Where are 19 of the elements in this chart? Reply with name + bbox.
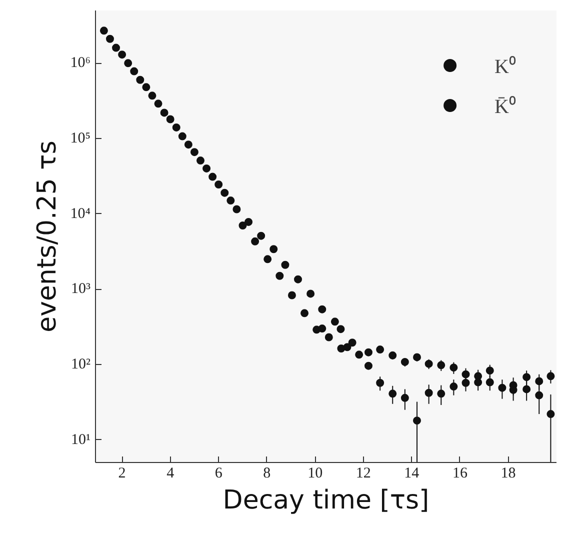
- y-tick-label: 10³: [71, 281, 92, 298]
- legend-label: K⁰: [494, 54, 516, 78]
- x-tick-label: 16: [452, 466, 468, 482]
- x-tick-label: 8: [263, 466, 271, 482]
- x-tick-label: 2: [118, 466, 126, 482]
- x-axis-title: Decay time [τs]: [222, 486, 430, 516]
- x-tick-label: 4: [166, 466, 175, 482]
- y-tick-label: 10²: [71, 356, 92, 372]
- y-tick-label: 10⁵: [70, 130, 91, 146]
- y-axis-title: events/0.25 τs: [32, 140, 62, 332]
- x-tick-label: 10: [308, 466, 323, 482]
- x-tick-label: 14: [404, 466, 420, 482]
- y-tick-label: 10⁴: [70, 206, 91, 222]
- y-tick-label: 10⁶: [70, 55, 91, 72]
- x-tick-label: 12: [356, 466, 371, 482]
- y-tick-label: 10¹: [71, 432, 91, 448]
- legend-label: K̄⁰: [494, 94, 516, 118]
- x-tick-label: 18: [500, 466, 516, 482]
- x-tick-label: 6: [214, 466, 223, 482]
